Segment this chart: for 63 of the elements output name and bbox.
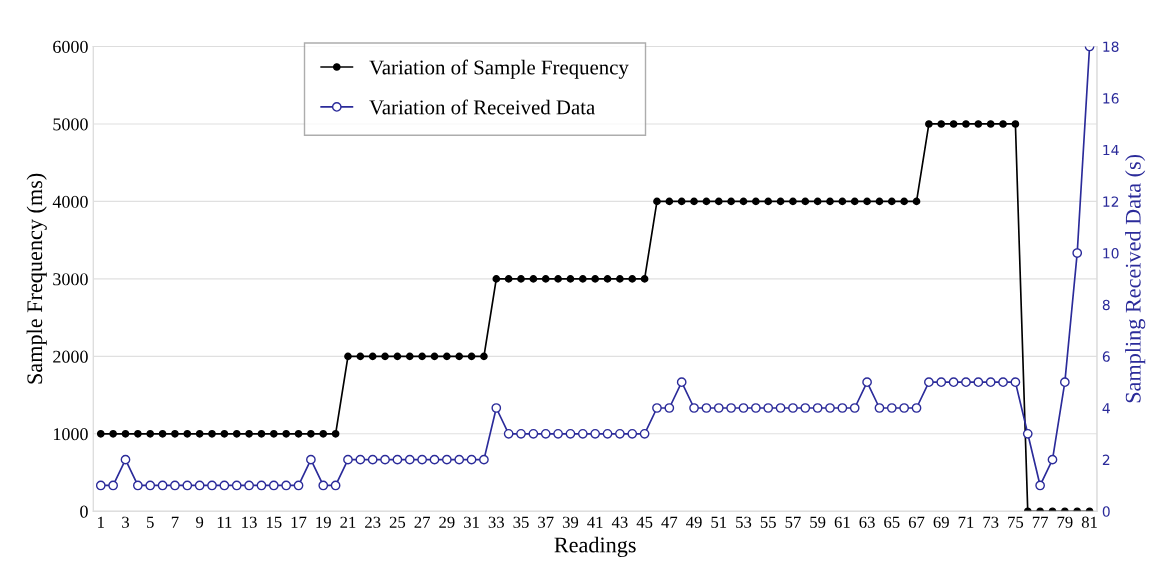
x-tick-label: 11 [217,516,232,528]
x-tick-label: 63 [859,516,875,528]
x-tick-label: 55 [760,516,776,528]
legend-label: Variation of Sample Frequency [369,59,629,79]
x-tick-label: 49 [686,516,702,528]
y2-tick-label: 10 [1103,248,1119,259]
y-tick-label: 5000 [53,118,88,131]
y2-tick-label: 6 [1102,351,1110,362]
x-tick-label: 59 [810,516,826,528]
x-tick-label: 37 [538,516,554,528]
x-tick-label: 45 [636,516,653,528]
y2-axis-title: Sampling Received Data (s) [1125,154,1146,403]
x-tick-label: 43 [611,516,628,528]
y-tick-label: 4000 [52,195,88,208]
x-tick-label: 39 [562,516,579,528]
x-tick-label: 77 [1032,516,1048,528]
x-tick-label: 41 [587,516,603,528]
y2-tick-label: 4 [1102,403,1110,414]
x-tick-label: 5 [147,516,154,528]
x-tick-label: 1 [98,516,104,528]
y2-tick-label: 18 [1103,41,1119,52]
x-tick-label: 15 [266,516,282,528]
x-tick-label: 69 [933,516,949,528]
y2-tick-label: 0 [1102,506,1110,517]
x-tick-label: 23 [365,516,381,528]
x-tick-label: 33 [488,516,504,528]
y-tick-label: 1000 [53,428,88,441]
y-axis-title: Sample Frequency (ms) [26,173,47,384]
x-axis-title: Readings [554,536,636,558]
y-tick-label: 6000 [53,40,88,53]
x-tick-label: 9 [196,516,204,528]
x-tick-label: 53 [736,516,752,528]
x-tick-label: 51 [711,516,727,528]
x-tick-label: 13 [242,516,257,528]
legend-label: Variation of Received Data [369,99,595,115]
x-tick-label: 67 [908,516,925,528]
x-tick-label: 7 [171,516,179,528]
x-tick-label: 71 [958,516,974,528]
x-tick-label: 35 [513,516,529,528]
x-tick-label: 47 [661,516,678,528]
x-tick-label: 57 [785,516,801,528]
x-tick-label: 61 [834,516,850,528]
x-tick-label: 25 [389,516,406,528]
y-tick-label: 3000 [53,273,88,286]
x-tick-label: 79 [1057,516,1073,528]
x-tick-label: 73 [983,516,999,528]
x-tick-label: 31 [464,516,479,528]
x-tick-label: 29 [439,516,455,528]
x-tick-label: 19 [316,516,331,528]
y2-tick-label: 8 [1102,299,1110,311]
x-tick-label: 21 [340,516,356,528]
y-tick-label: 2000 [53,350,88,363]
x-tick-label: 81 [1081,516,1097,528]
x-tick-label: 65 [884,516,900,528]
x-tick-label: 3 [122,516,130,528]
y2-tick-label: 14 [1103,144,1119,156]
y2-tick-label: 16 [1103,93,1119,104]
x-tick-label: 17 [291,516,307,528]
y-tick-label: 0 [80,505,88,518]
x-tick-label: 75 [1008,516,1024,528]
y2-tick-label: 12 [1103,196,1119,207]
x-tick-label: 27 [414,516,430,528]
y2-tick-label: 2 [1102,454,1110,465]
